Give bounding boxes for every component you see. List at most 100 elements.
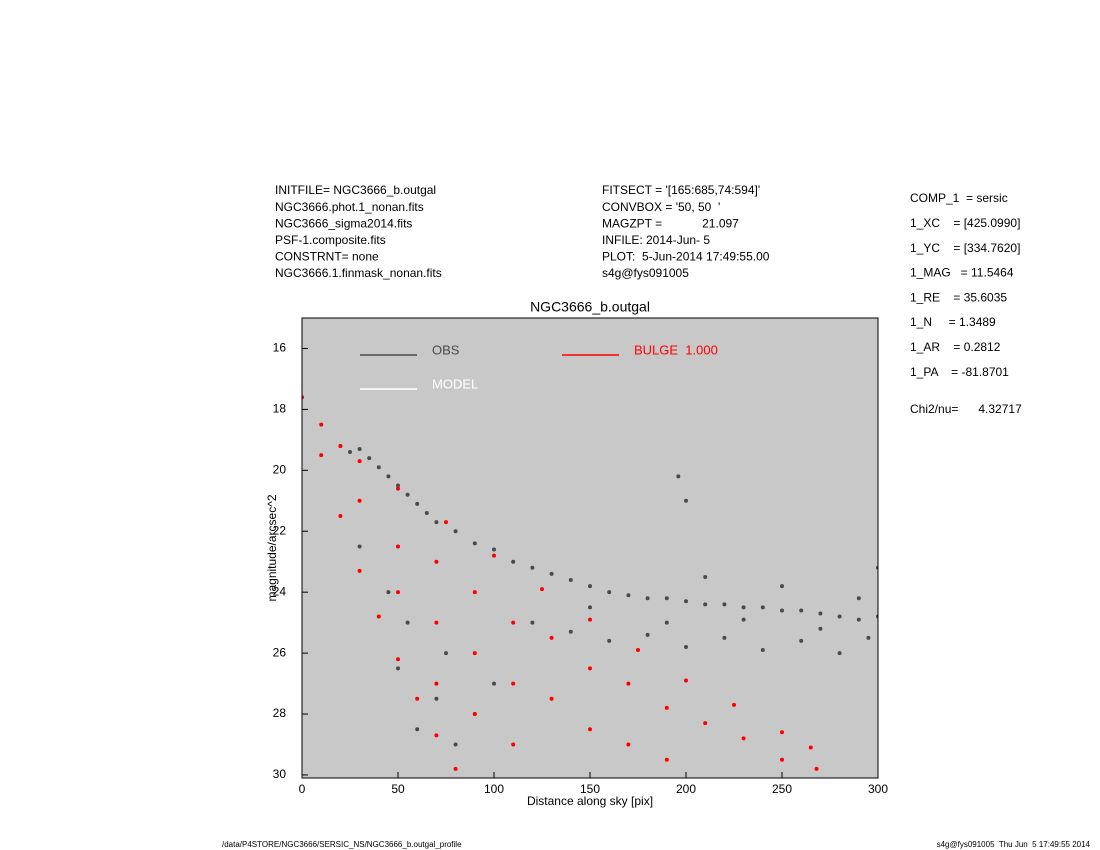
fit-parameter: 1_PA = -81.8701 — [910, 365, 1009, 379]
header-line: CONVBOX = '50, 50 ' — [602, 200, 720, 214]
point — [732, 702, 736, 707]
point — [664, 705, 669, 710]
y-tick-label: 26 — [273, 645, 287, 659]
point — [568, 629, 573, 634]
legend-label: OBS — [432, 342, 460, 357]
point — [549, 571, 554, 576]
point — [338, 514, 343, 519]
point — [530, 620, 535, 625]
point — [684, 678, 688, 683]
point — [703, 602, 708, 607]
point — [856, 596, 861, 601]
point — [511, 742, 516, 747]
point — [492, 553, 496, 558]
footer-stamp: s4g@fys091005 Thu Jun 5 17:49:55 2014 — [937, 840, 1091, 849]
point — [472, 712, 477, 717]
y-tick-label: 18 — [273, 402, 287, 416]
point — [780, 608, 784, 613]
point — [741, 617, 746, 622]
point — [760, 648, 765, 653]
point — [703, 574, 708, 579]
point — [434, 620, 439, 625]
point — [588, 584, 592, 589]
point — [472, 651, 477, 656]
points — [302, 395, 878, 771]
y-axis-label: magnitude/arcsec^2 — [265, 494, 279, 601]
point — [799, 608, 804, 613]
point — [357, 446, 362, 451]
header-line: PSF-1.composite.fits — [275, 233, 386, 247]
x-tick-label: 250 — [772, 782, 792, 796]
point — [424, 510, 429, 515]
y-tick-label: 24 — [273, 584, 287, 598]
point — [626, 681, 631, 686]
point — [645, 632, 650, 637]
point — [396, 483, 400, 488]
point — [386, 590, 391, 595]
point — [808, 745, 813, 750]
x-tick-label: 150 — [580, 782, 600, 796]
point — [434, 733, 439, 738]
point — [472, 590, 477, 595]
legend-label: MODEL — [432, 376, 478, 391]
point — [511, 620, 516, 625]
point — [357, 459, 362, 464]
point — [676, 474, 681, 479]
point — [453, 529, 458, 534]
point — [780, 757, 784, 762]
plot-background — [302, 318, 878, 778]
point — [741, 736, 746, 741]
point — [444, 651, 448, 656]
point — [664, 596, 669, 601]
footer-path: /data/P4STORE/NGC3666/SERSIC_NS/NGC3666_… — [222, 840, 462, 849]
x-tick-label: 0 — [299, 782, 306, 796]
point — [434, 520, 439, 525]
point — [549, 635, 554, 640]
point — [357, 568, 362, 573]
point — [415, 501, 420, 506]
header-line: NGC3666_sigma2014.fits — [275, 216, 412, 230]
header-line: PLOT: 5-Jun-2014 17:49:55.00 — [602, 250, 770, 264]
point — [664, 620, 669, 625]
header-line: s4g@fys091005 — [602, 266, 689, 280]
x-tick-label: 50 — [391, 782, 405, 796]
point — [453, 742, 458, 747]
point — [664, 757, 669, 762]
header-line: MAGZPT = 21.097 — [602, 216, 739, 230]
point — [453, 766, 458, 771]
legend-label: BULGE 1.000 — [634, 342, 718, 357]
plot-frame — [301, 317, 879, 779]
point — [684, 599, 688, 604]
point — [799, 638, 804, 643]
point — [703, 721, 708, 726]
x-tick-label: 200 — [676, 782, 696, 796]
header-line: NGC3666.phot.1_nonan.fits — [275, 200, 424, 214]
point — [588, 617, 592, 622]
point — [511, 681, 516, 686]
point — [396, 544, 400, 549]
fit-parameter: 1_RE = 35.6035 — [910, 290, 1007, 304]
point — [607, 638, 612, 643]
point — [367, 456, 372, 461]
point — [376, 465, 381, 470]
point — [626, 593, 631, 598]
point — [760, 605, 765, 610]
fit-parameter: 1_MAG = 11.5464 — [910, 266, 1014, 280]
header-line: CONSTRNT= none — [275, 250, 379, 264]
point — [472, 541, 477, 546]
y-tick-label: 16 — [273, 341, 287, 355]
point — [530, 565, 535, 570]
point — [549, 696, 554, 701]
point — [357, 544, 362, 549]
point — [376, 614, 381, 619]
y-tick-label: 30 — [273, 767, 287, 781]
point — [866, 635, 871, 640]
point — [319, 422, 324, 427]
header-line: NGC3666.1.finmask_nonan.fits — [275, 266, 442, 280]
x-axis-label: Distance along sky [pix] — [527, 794, 653, 808]
point — [741, 605, 746, 610]
point — [626, 742, 631, 747]
chart-title: NGC3666_b.outgal — [530, 299, 650, 315]
point — [588, 727, 592, 732]
header-line: INFILE: 2014-Jun- 5 — [602, 233, 710, 247]
